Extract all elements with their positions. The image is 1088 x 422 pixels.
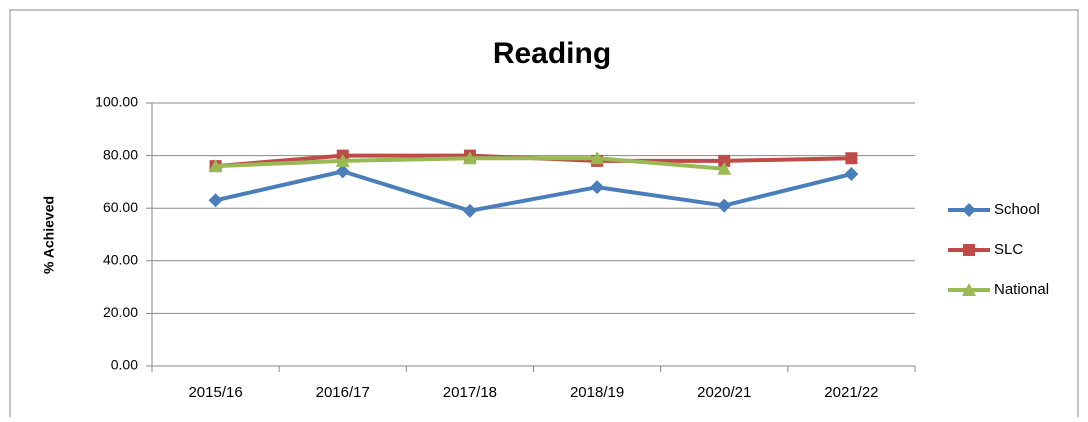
marker	[962, 283, 976, 296]
marker	[462, 203, 477, 218]
marker	[335, 153, 350, 167]
marker	[844, 167, 859, 182]
y-tick-label: 100.00	[95, 94, 138, 110]
marker	[717, 161, 732, 175]
marker	[963, 244, 975, 256]
y-tick-label: 60.00	[103, 199, 138, 215]
chart-title: Reading	[493, 37, 611, 70]
legend-label: National	[994, 281, 1049, 298]
marker	[590, 151, 605, 165]
marker	[845, 152, 858, 165]
x-tick-label: 2015/16	[188, 384, 242, 401]
x-tick-label: 2020/21	[697, 384, 751, 401]
y-tick-label: 20.00	[103, 304, 138, 320]
marker	[335, 164, 350, 179]
y-tick-label: 80.00	[103, 146, 138, 162]
x-tick-label: 2017/18	[443, 384, 497, 401]
series-line	[215, 169, 852, 213]
legend-label: SLC	[994, 241, 1023, 258]
legend-label: School	[994, 201, 1040, 218]
chart-frame	[9, 9, 1079, 422]
marker	[590, 180, 605, 195]
y-axis-label: % Achieved	[41, 196, 57, 274]
marker	[208, 159, 223, 173]
marker	[718, 154, 731, 167]
x-tick-label: 2021/22	[824, 384, 878, 401]
marker	[208, 193, 223, 208]
y-tick-label: 40.00	[103, 252, 138, 268]
marker	[962, 203, 976, 217]
marker	[717, 198, 732, 213]
marker	[462, 151, 477, 165]
x-tick-label: 2016/17	[316, 384, 370, 401]
x-tick-label: 2018/19	[570, 384, 624, 401]
y-tick-label: 0.00	[111, 357, 138, 373]
